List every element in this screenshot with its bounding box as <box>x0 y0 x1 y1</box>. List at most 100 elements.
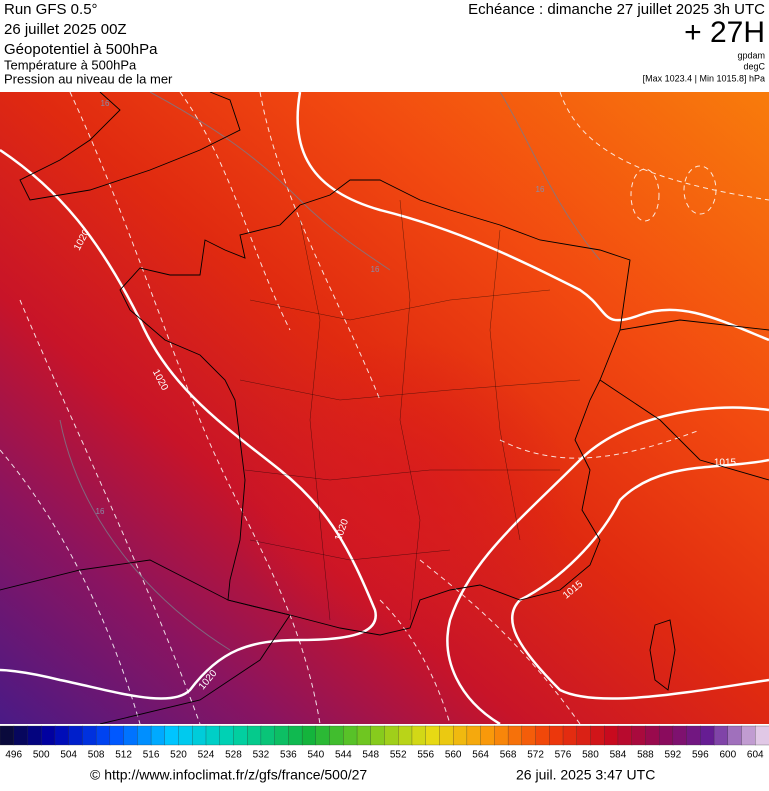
colorbar-swatch <box>507 725 523 746</box>
colorbar-swatch <box>219 725 235 746</box>
field-2: Température à 500hPa <box>4 57 137 72</box>
colorbar-label: 592 <box>665 750 682 761</box>
colorbar-swatch <box>192 725 207 746</box>
colorbar-swatch <box>384 725 399 746</box>
colorbar-label: 504 <box>60 750 77 761</box>
colorbar-swatch <box>562 725 578 746</box>
colorbar-swatch <box>0 725 15 746</box>
colorbar-swatch <box>713 725 729 746</box>
colorbar-label: 540 <box>307 750 324 761</box>
isotherm <box>69 92 321 724</box>
colorbar-swatch <box>631 725 647 746</box>
colorbar-swatch <box>535 725 550 746</box>
colorbar-label: 544 <box>335 750 352 761</box>
contour-label: 16 <box>536 185 545 194</box>
colorbar-swatch <box>672 725 688 746</box>
colorbar-label: 512 <box>115 750 132 761</box>
colorbar-swatch <box>343 725 358 746</box>
colorbar-label: 604 <box>747 750 764 761</box>
run-date: 26 juillet 2025 00Z <box>4 21 127 38</box>
departments <box>239 199 581 621</box>
colorbar-swatch <box>123 725 138 746</box>
colorbar-label: 556 <box>417 750 434 761</box>
isobar <box>446 406 769 724</box>
colorbar-swatch <box>576 725 592 746</box>
colorbar-swatch <box>658 725 674 746</box>
colorbar-swatch <box>288 725 303 746</box>
colorbar-label: 588 <box>637 750 654 761</box>
colorbar-swatch <box>494 725 509 746</box>
colorbar-label: 552 <box>390 750 407 761</box>
colorbar-swatch <box>645 725 660 746</box>
colorbar-swatch <box>247 725 262 746</box>
colorbar-label: 584 <box>610 750 627 761</box>
colorbar-swatch <box>109 725 125 746</box>
colorbar-swatch <box>398 725 413 746</box>
colorbar-swatch <box>370 725 386 746</box>
header: Run GFS 0.5° 26 juillet 2025 00Z Géopote… <box>4 1 766 86</box>
isotherm <box>259 92 381 401</box>
colorbar-swatch <box>137 725 152 746</box>
colorbar-label: 596 <box>692 750 709 761</box>
spain-coast <box>0 559 291 724</box>
isobar <box>296 92 769 342</box>
colorbar-swatch <box>274 725 290 746</box>
colorbar-swatch <box>480 725 496 746</box>
colorbar-label: 548 <box>362 750 379 761</box>
colorbar-swatch <box>178 725 193 746</box>
colorbar-label: 524 <box>198 750 215 761</box>
isotherm <box>179 92 291 331</box>
geopotential-line <box>149 92 391 271</box>
geopotential-lines <box>59 92 601 651</box>
contour-label: 16 <box>101 99 110 108</box>
isotherm <box>683 165 717 215</box>
colorbar-swatch <box>68 725 84 746</box>
colorbar-swatch <box>590 725 605 746</box>
isotherm <box>630 168 660 222</box>
colorbar: 496 500 504 508 512 516 520 524 528 532 536 540 544 5… <box>0 725 769 761</box>
colorbar-swatch <box>164 725 180 746</box>
colorbar-label: 576 <box>555 750 572 761</box>
colorbar-swatch <box>82 725 97 746</box>
neighbour-borders <box>599 319 769 481</box>
colorbar-swatch <box>686 725 701 746</box>
colorbar-swatch <box>755 725 769 746</box>
colorbar-swatch <box>617 725 633 746</box>
isotherm <box>419 559 581 724</box>
isobars <box>0 92 769 724</box>
source-url: © http://www.infoclimat.fr/z/gfs/france/… <box>90 767 367 783</box>
colorbar-swatch <box>41 725 56 746</box>
colorbar-label: 508 <box>88 750 105 761</box>
colorbar-swatch <box>27 725 42 746</box>
colorbar-swatch <box>54 725 70 746</box>
colorbar-swatch <box>13 725 29 746</box>
pressure-range: [Max 1023.4 | Min 1015.8] hPa <box>643 73 765 83</box>
colorbar-swatch <box>466 725 482 746</box>
isotherm <box>19 299 201 724</box>
footer: © http://www.infoclimat.fr/z/gfs/france/… <box>90 767 655 783</box>
colorbar-swatch <box>549 725 564 746</box>
france-border <box>119 179 631 636</box>
colorbar-swatch <box>453 725 468 746</box>
colorbar-swatch <box>727 725 743 746</box>
colorbar-label: 500 <box>33 750 50 761</box>
geopotential-line <box>59 419 231 651</box>
generated-time: 26 juil. 2025 3:47 UTC <box>516 767 655 783</box>
colorbar-swatch <box>521 725 537 746</box>
colorbar-swatch <box>315 725 331 746</box>
colorbar-swatch <box>260 725 276 746</box>
contour-label: 1015 <box>714 458 737 469</box>
colorbar-swatch <box>205 725 221 746</box>
colorbar-label: 532 <box>253 750 270 761</box>
colorbar-swatch <box>425 725 441 746</box>
colorbar-swatch <box>150 725 166 746</box>
lead-time: + 27H <box>684 16 765 49</box>
colorbar-swatch <box>233 725 248 746</box>
contour-label: 16 <box>96 507 105 516</box>
colorbar-swatch <box>411 725 427 746</box>
colorbar-label: 572 <box>527 750 544 761</box>
coastlines <box>0 92 769 724</box>
colorbar-swatch <box>329 725 344 746</box>
colorbar-label: 536 <box>280 750 297 761</box>
colorbar-swatch <box>604 725 619 746</box>
